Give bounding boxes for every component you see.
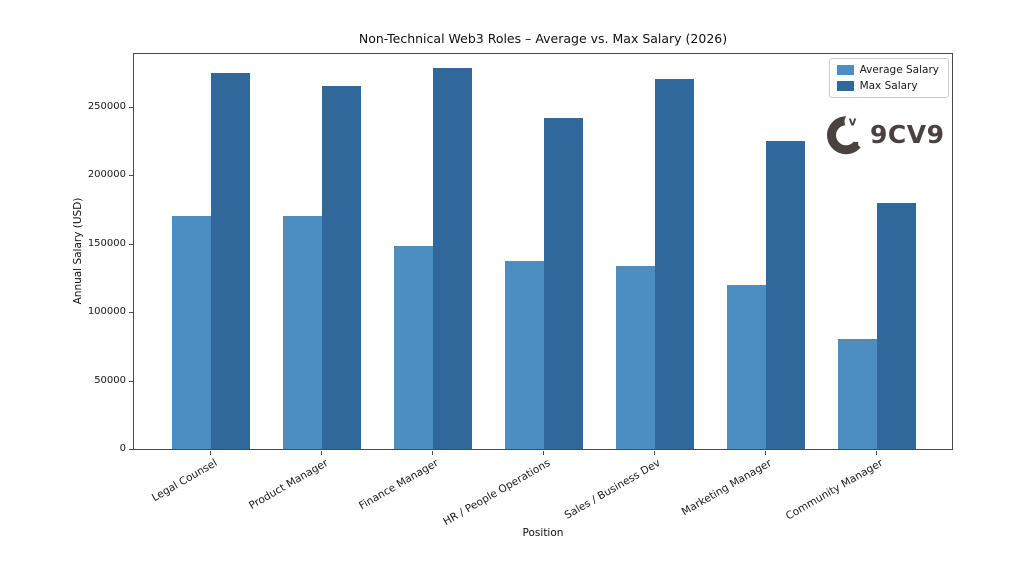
x-tick-mark: [432, 451, 433, 455]
x-tick-label-marketing-manager: Marketing Manager: [679, 457, 774, 519]
y-axis-label: Annual Salary (USD): [72, 197, 84, 305]
x-tick-mark: [654, 451, 655, 455]
x-tick-label-community-manager: Community Manager: [783, 457, 885, 523]
y-tick-label-50000: 50000: [94, 375, 126, 386]
watermark-logo: v , 9CV9: [825, 110, 945, 158]
x-tick-label-finance-manager: Finance Manager: [357, 457, 441, 513]
y-tick-label-200000: 200000: [87, 169, 126, 180]
legend-item-average-salary: Average Salary: [836, 64, 939, 76]
y-tick-mark: [129, 449, 133, 450]
legend-swatch-average-salary: [836, 65, 854, 75]
y-tick-label-150000: 150000: [87, 238, 126, 249]
legend-swatch-max-salary: [836, 81, 854, 91]
y-tick-mark: [129, 107, 133, 108]
legend-label-average-salary: Average Salary: [859, 64, 939, 76]
x-tick-mark: [321, 451, 322, 455]
watermark-logo-mark: v ,: [827, 113, 861, 155]
x-tick-mark: [210, 451, 211, 455]
legend-item-max-salary: Max Salary: [836, 80, 939, 92]
bar-max-salary-sales-business-dev: [655, 79, 694, 449]
bar-average-salary-community-manager: [838, 339, 877, 449]
bar-max-salary-marketing-manager: [766, 141, 805, 449]
bar-max-salary-community-manager: [877, 203, 916, 449]
watermark-text: 9CV9: [870, 119, 945, 149]
bar-average-salary-sales-business-dev: [616, 266, 655, 449]
x-tick-label-product-manager: Product Manager: [246, 457, 330, 513]
y-tick-mark: [129, 381, 133, 382]
bar-average-salary-legal-counsel: [172, 216, 211, 449]
x-tick-mark: [543, 451, 544, 455]
legend: Average Salary Max Salary: [828, 58, 949, 98]
bar-max-salary-finance-manager: [433, 68, 472, 449]
y-tick-mark: [129, 312, 133, 313]
y-tick-mark: [129, 244, 133, 245]
legend-label-max-salary: Max Salary: [859, 80, 918, 92]
watermark-mark-letter: v: [849, 115, 857, 129]
y-tick-mark: [129, 175, 133, 176]
bar-average-salary-marketing-manager: [727, 285, 766, 449]
bar-average-salary-product-manager: [283, 216, 322, 449]
bar-max-salary-product-manager: [322, 86, 361, 449]
x-tick-label-sales-business-dev: Sales / Business Dev: [562, 457, 663, 522]
x-tick-label-hr-people-operations: HR / People Operations: [440, 457, 552, 529]
svg-text:,: ,: [851, 124, 861, 154]
chart-title: Non-Technical Web3 Roles – Average vs. M…: [358, 31, 728, 46]
bar-average-salary-finance-manager: [394, 246, 433, 449]
x-tick-mark: [765, 451, 766, 455]
bar-max-salary-hr-people-operations: [544, 118, 583, 449]
x-axis-label: Position: [522, 527, 564, 539]
y-tick-label-250000: 250000: [87, 101, 126, 112]
plot-area: [133, 53, 953, 450]
y-tick-label-0: 0: [119, 443, 126, 454]
y-tick-label-100000: 100000: [87, 306, 126, 317]
bar-average-salary-hr-people-operations: [505, 261, 544, 449]
x-tick-label-legal-counsel: Legal Counsel: [149, 457, 219, 505]
x-tick-mark: [876, 451, 877, 455]
bar-max-salary-legal-counsel: [211, 73, 250, 449]
